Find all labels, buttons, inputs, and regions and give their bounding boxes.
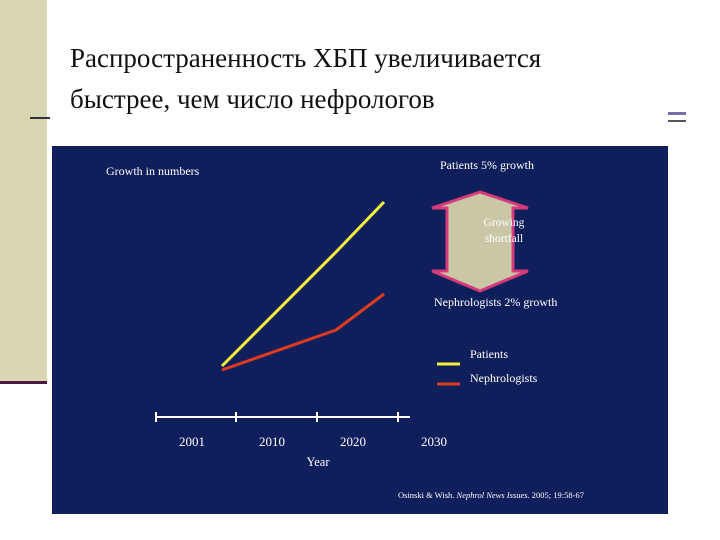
series-line-patients [220, 200, 386, 368]
x-tick-label-2001: 2001 [179, 434, 205, 449]
x-axis-label: Year [306, 455, 330, 469]
shortfall-label-line-1: Growing [484, 217, 525, 229]
x-tick-label-2020: 2020 [340, 434, 366, 449]
line-chart: Growth in numbers Patients 5% growth Gro… [106, 158, 584, 500]
y-axis-label: Growth in numbers [106, 164, 200, 178]
legend-label-patients: Patients [470, 347, 508, 361]
title-rule-right-bottom [668, 120, 686, 122]
title-box [56, 24, 666, 146]
slide-title: Распространенность ХБП увеличивается быс… [70, 38, 660, 120]
source-authors: Osinski & Wish. [398, 490, 454, 500]
slide-title-line-1: Распространенность ХБП увеличивается [70, 43, 542, 73]
slide-title-line-2: быстрее, чем число нефрологов [70, 84, 435, 114]
title-rule-right-top [668, 112, 686, 115]
legend-label-nephrologists: Nephrologists [470, 371, 538, 385]
left-accent-bar [0, 0, 47, 383]
x-ticks-layer: 2001 2010 2020 2030 [155, 412, 447, 449]
shortfall-label-line-2: shortfall [485, 233, 523, 245]
shortfall-arrow [431, 190, 529, 293]
nephrologists-growth-label: Nephrologists 2% growth [434, 295, 557, 309]
source-citation: Osinski & Wish. Nephrol News Issues. 200… [398, 490, 584, 500]
patients-growth-label: Patients 5% growth [440, 158, 534, 172]
source-details: 2005; 19:58-67 [532, 490, 584, 500]
x-tick-label-2010: 2010 [259, 434, 285, 449]
title-rule-left [30, 117, 50, 119]
left-accent-underline [0, 381, 47, 384]
source-journal: Nephrol News Issues. [456, 490, 530, 500]
series-layer [220, 200, 386, 372]
chart-panel: Growth in numbers Patients 5% growth Gro… [52, 146, 668, 514]
x-tick-label-2030: 2030 [421, 434, 447, 449]
series-line-nephrologists [221, 292, 385, 372]
